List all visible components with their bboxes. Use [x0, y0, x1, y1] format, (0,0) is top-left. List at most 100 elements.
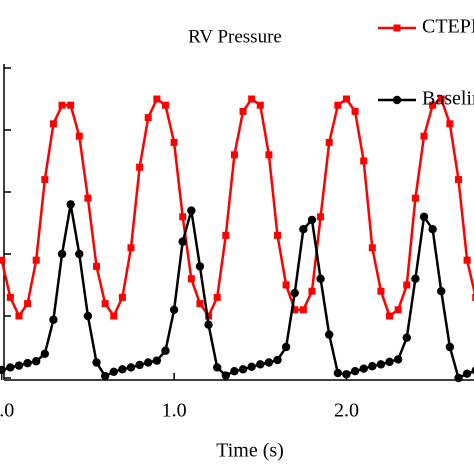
marker	[144, 358, 153, 367]
marker	[238, 365, 248, 374]
marker	[14, 361, 24, 370]
marker	[265, 151, 273, 159]
marker	[316, 274, 325, 283]
marker	[24, 300, 32, 308]
marker	[360, 157, 368, 165]
chart-title: RV Pressure	[188, 26, 282, 47]
marker	[41, 176, 49, 184]
marker	[342, 95, 350, 103]
marker	[299, 306, 307, 314]
marker	[109, 367, 118, 376]
marker	[376, 360, 386, 369]
marker	[169, 305, 179, 314]
marker	[222, 231, 230, 239]
marker	[84, 194, 92, 202]
marker	[230, 151, 238, 159]
marker	[187, 275, 195, 283]
legend-marker	[393, 24, 401, 32]
marker	[161, 101, 169, 109]
x-tick-label: 0.0	[0, 400, 14, 422]
marker	[446, 120, 454, 128]
x-tick-label: 2.0	[334, 400, 359, 422]
marker	[126, 363, 136, 372]
marker	[368, 244, 376, 252]
marker	[110, 312, 118, 320]
marker	[437, 287, 446, 296]
legend-marker	[392, 95, 402, 105]
marker	[213, 293, 221, 301]
marker	[334, 101, 342, 109]
marker	[0, 256, 6, 264]
marker	[100, 371, 110, 381]
marker	[471, 366, 474, 375]
series-line	[1, 204, 474, 380]
marker	[256, 360, 265, 369]
marker	[161, 346, 170, 355]
marker	[325, 330, 334, 339]
marker	[178, 237, 187, 246]
marker	[58, 101, 66, 109]
marker	[92, 358, 101, 367]
marker	[264, 358, 274, 367]
marker	[93, 262, 101, 270]
x-tick-label: 1.0	[162, 400, 187, 422]
marker	[308, 287, 316, 295]
marker	[0, 365, 6, 375]
marker	[420, 132, 428, 140]
marker	[170, 138, 178, 146]
marker	[101, 300, 109, 308]
marker	[144, 114, 152, 122]
marker	[49, 315, 58, 324]
marker	[419, 212, 429, 221]
marker	[221, 371, 230, 380]
marker	[307, 215, 317, 225]
marker	[230, 366, 239, 376]
marker	[403, 281, 411, 289]
marker	[351, 107, 359, 115]
legend-label: CTEPH	[422, 16, 474, 38]
marker	[428, 225, 437, 234]
marker	[411, 194, 419, 202]
marker	[127, 244, 135, 252]
marker	[342, 370, 351, 379]
marker	[153, 95, 161, 103]
marker	[256, 101, 264, 109]
marker	[75, 249, 84, 259]
marker	[118, 365, 127, 374]
marker	[66, 200, 75, 209]
marker	[204, 320, 213, 329]
marker	[212, 363, 222, 372]
marker	[359, 364, 368, 373]
marker	[472, 293, 474, 301]
marker	[195, 262, 205, 271]
legend-label: Baseline	[422, 88, 474, 110]
marker	[437, 95, 445, 103]
marker	[402, 333, 411, 342]
marker	[152, 356, 162, 365]
marker	[393, 355, 403, 364]
marker	[463, 256, 471, 264]
marker	[196, 300, 204, 308]
marker	[368, 362, 377, 371]
marker	[118, 293, 126, 301]
marker	[205, 312, 213, 320]
marker	[135, 360, 144, 370]
marker	[6, 363, 15, 372]
marker	[248, 95, 256, 103]
marker	[179, 213, 187, 221]
marker	[67, 101, 75, 109]
marker	[445, 342, 455, 352]
marker	[325, 138, 333, 146]
marker	[299, 225, 308, 234]
marker	[454, 373, 463, 383]
marker	[290, 288, 299, 298]
marker	[386, 312, 394, 320]
marker	[31, 357, 41, 366]
marker	[239, 107, 247, 115]
marker	[333, 368, 343, 378]
marker	[282, 281, 290, 289]
marker	[317, 213, 325, 221]
marker	[57, 249, 67, 259]
